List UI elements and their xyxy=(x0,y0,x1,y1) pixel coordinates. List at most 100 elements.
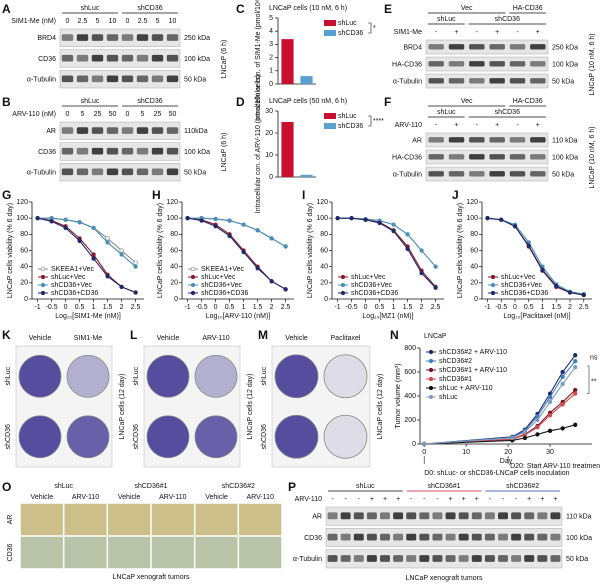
series-line xyxy=(424,424,576,445)
point xyxy=(227,233,232,239)
lane-label: - xyxy=(410,496,413,503)
row-label: α-Tubulin xyxy=(393,78,422,85)
legend-label: shCD36#2 + ARV-110 xyxy=(439,349,507,356)
blot-band xyxy=(530,78,546,84)
blot-band xyxy=(428,154,444,160)
bar xyxy=(300,174,313,177)
blot-band xyxy=(432,533,443,541)
y-tick-label: 5 xyxy=(269,15,273,22)
point xyxy=(119,252,124,257)
blot-band xyxy=(445,533,456,541)
blot-band xyxy=(530,154,546,160)
series-line xyxy=(337,217,437,268)
y-tick-label: 60 xyxy=(170,247,178,254)
group-label: shCD36#1 xyxy=(134,483,167,490)
size-label: 250 kDa xyxy=(184,35,210,42)
lane-label: - xyxy=(331,496,334,503)
x-axis-label: Log₁₀[ARV-110 (nM)] xyxy=(206,313,271,320)
y-tick-label: 3 xyxy=(269,41,273,48)
blot-band xyxy=(61,54,74,62)
blot-strip xyxy=(325,506,563,526)
panel-letter: B xyxy=(2,95,11,109)
point xyxy=(433,285,438,290)
blot-band xyxy=(469,61,485,67)
point xyxy=(105,274,110,279)
point xyxy=(573,365,578,370)
point xyxy=(35,216,40,221)
blot-band xyxy=(166,147,179,155)
panel-letter: L xyxy=(130,328,137,342)
blot-group-label: HA-CD36 xyxy=(513,98,543,105)
legend-label: shLuc+Vec xyxy=(501,274,536,281)
lane-label: - xyxy=(344,496,347,503)
y-tick-label: 20 xyxy=(320,280,328,287)
blot-group-label: shCD36 xyxy=(495,16,520,23)
lane-label: + xyxy=(449,496,453,503)
point xyxy=(91,256,96,261)
blot-band xyxy=(469,44,485,50)
x-tick-label: 0.5 xyxy=(524,304,534,311)
column-label: Vehicle xyxy=(118,494,141,501)
size-label: 50 kDa xyxy=(552,78,574,85)
blot-group-label: shLuc xyxy=(81,5,100,12)
blot-band xyxy=(489,137,505,143)
legend-label: shCD36+CD36 xyxy=(201,290,248,297)
point xyxy=(405,246,410,252)
tissue-image xyxy=(194,503,239,536)
y-tick-label: 100 xyxy=(166,215,178,222)
y-tick-label: 120 xyxy=(466,199,478,206)
x-tick-label: 2 xyxy=(270,304,274,311)
y-tick-label: 0 xyxy=(474,296,478,303)
point xyxy=(554,283,559,289)
sig-bracket xyxy=(587,365,590,394)
blot-band xyxy=(550,555,561,562)
blot-band xyxy=(511,533,522,541)
row-label: α-Tubulin xyxy=(393,171,422,178)
annotation: ** xyxy=(591,378,597,385)
point xyxy=(560,426,565,431)
column-label: Vehicle xyxy=(157,335,180,342)
blot-band xyxy=(419,512,430,520)
legend-label: shCD36+CD36 xyxy=(501,290,548,297)
point xyxy=(573,391,578,396)
y-tick-label: 0 xyxy=(174,296,178,303)
lane-label: + xyxy=(495,122,499,129)
x-tick-label: 0 xyxy=(64,304,68,311)
lane-label: 0 xyxy=(126,111,130,118)
y-tick-label: 120 xyxy=(166,199,178,206)
blot-band xyxy=(537,533,548,541)
x-tick-label: -1 xyxy=(484,304,490,311)
blot-band xyxy=(448,61,465,67)
size-label: 100 kDa xyxy=(566,535,592,542)
series-line xyxy=(487,217,584,296)
tissue-image xyxy=(151,536,195,569)
blot-strip xyxy=(59,70,181,89)
well xyxy=(146,415,190,459)
column-label: Vehicle xyxy=(31,494,54,501)
legend-marker xyxy=(490,274,496,280)
side-label: LNCaP (6 h) xyxy=(221,40,228,79)
legend-label: shCD36+Vec xyxy=(201,282,243,289)
row-label: CD36 xyxy=(38,149,56,156)
point xyxy=(213,216,218,222)
blot-band xyxy=(353,533,364,541)
point xyxy=(133,264,138,269)
lane-label: - xyxy=(489,496,492,503)
blot-band xyxy=(166,54,179,62)
blot-band xyxy=(489,44,505,50)
well xyxy=(274,414,319,459)
y-tick-label: 800 xyxy=(404,345,416,352)
tissue-image xyxy=(20,503,64,536)
point xyxy=(63,225,68,231)
blot-band xyxy=(340,555,351,562)
blot-band xyxy=(419,555,430,562)
column-label: ARV-110 xyxy=(202,335,229,342)
y-tick-label: 200 xyxy=(404,417,416,424)
y-tick-label: 20 xyxy=(265,130,273,137)
lane-label: 5 xyxy=(96,18,100,25)
blot-band xyxy=(448,137,465,143)
panel-letter: C xyxy=(236,2,245,16)
side-label: LNCaP cells (12 day) xyxy=(377,373,384,439)
x-tick-label: -0.5 xyxy=(495,304,507,311)
blot-band xyxy=(61,127,74,134)
